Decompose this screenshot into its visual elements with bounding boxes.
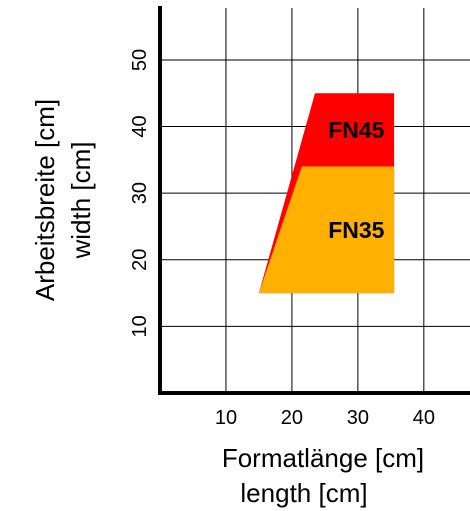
x-tick-label-20: 20	[281, 407, 303, 429]
y-ticks: 10 20 30 40 50	[129, 49, 151, 338]
x-tick-label-40: 40	[413, 407, 435, 429]
region-label-fn35: FN35	[328, 217, 384, 243]
y-axis-title-line-2: width [cm]	[66, 141, 96, 259]
y-tick-label-30: 30	[129, 182, 151, 204]
region-fn35	[258, 166, 395, 294]
y-tick-label-50: 50	[129, 49, 151, 71]
y-tick-label-20: 20	[129, 249, 151, 271]
axes	[158, 6, 470, 395]
region-label-fn45: FN45	[328, 117, 384, 143]
y-axis-title-line-1: Arbeitsbreite [cm]	[30, 99, 60, 301]
x-ticks: 10 20 30 40	[215, 407, 435, 429]
y-tick-label-40: 40	[129, 115, 151, 137]
x-tick-label-10: 10	[215, 407, 237, 429]
x-axis-title-line-1: Formatlänge [cm]	[222, 443, 424, 473]
y-tick-label-10: 10	[129, 315, 151, 337]
regions	[258, 93, 395, 294]
x-axis-title-line-2: length [cm]	[240, 478, 367, 508]
x-tick-label-30: 30	[347, 407, 369, 429]
region-labels: FN45 FN35	[328, 117, 384, 243]
